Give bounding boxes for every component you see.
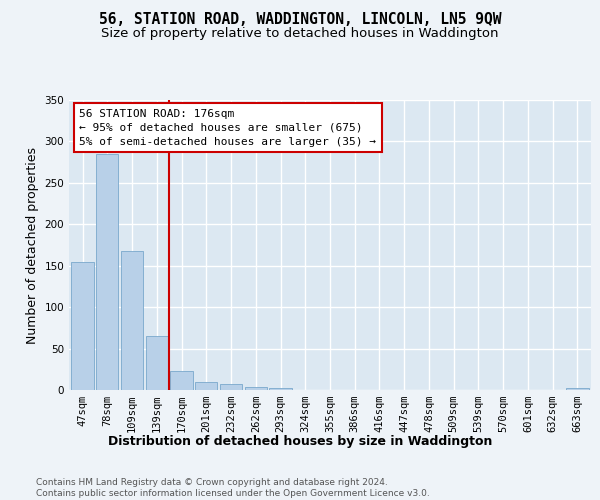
Bar [121, 251, 143, 390]
Bar [71, 262, 94, 390]
Text: Size of property relative to detached houses in Waddington: Size of property relative to detached ho… [101, 28, 499, 40]
Bar [220, 384, 242, 390]
Bar [146, 336, 168, 390]
Text: Contains HM Land Registry data © Crown copyright and database right 2024.
Contai: Contains HM Land Registry data © Crown c… [36, 478, 430, 498]
Bar [269, 388, 292, 390]
Text: 56, STATION ROAD, WADDINGTON, LINCOLN, LN5 9QW: 56, STATION ROAD, WADDINGTON, LINCOLN, L… [99, 12, 501, 28]
Text: Distribution of detached houses by size in Waddington: Distribution of detached houses by size … [108, 435, 492, 448]
Bar [170, 371, 193, 390]
Text: 56 STATION ROAD: 176sqm
← 95% of detached houses are smaller (675)
5% of semi-de: 56 STATION ROAD: 176sqm ← 95% of detache… [79, 108, 376, 146]
Bar [195, 382, 217, 390]
Bar [566, 388, 589, 390]
Bar [245, 386, 267, 390]
Bar [96, 154, 118, 390]
Y-axis label: Number of detached properties: Number of detached properties [26, 146, 39, 344]
